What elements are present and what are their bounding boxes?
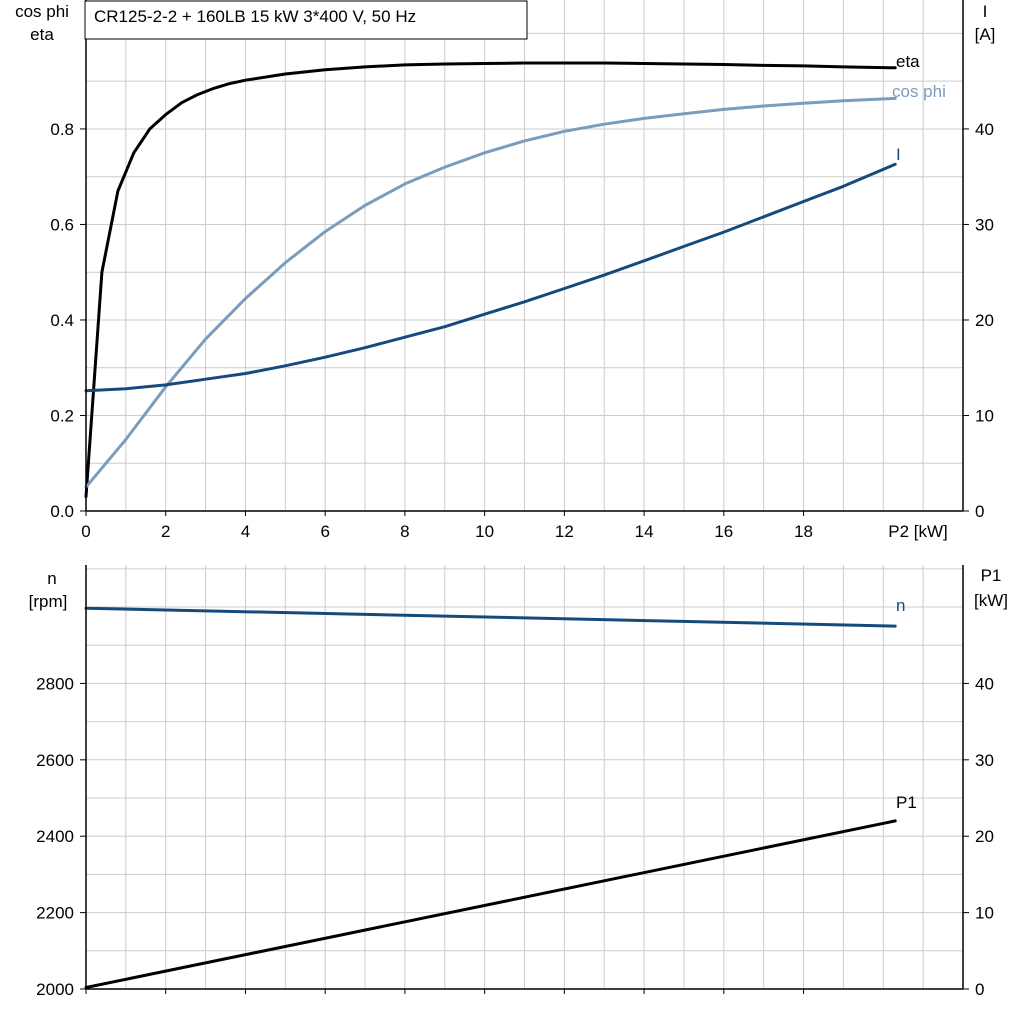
right-axis-label-line2: [A]	[975, 25, 996, 44]
right-axis-label-line2-bottom: [kW]	[974, 591, 1008, 610]
bottom-axes	[85, 565, 964, 990]
right-axis-label-line1-bottom: P1	[981, 566, 1002, 585]
right-tick-label: 0	[975, 502, 984, 521]
top-axes	[85, 0, 964, 512]
bottom-ticks: 2000 2200 2400 2600 2800 0 10 20 30 40	[36, 674, 994, 999]
x-tick-label: 6	[320, 522, 329, 541]
left-tick-label: 2200	[36, 904, 74, 923]
left-tick-label: 2800	[36, 674, 74, 693]
left-tick-label: 2000	[36, 980, 74, 999]
x-tick-label: 2	[161, 522, 170, 541]
left-tick-label: 0.4	[50, 311, 74, 330]
series-line-i	[84, 162, 897, 393]
x-axis-label: P2 [kW]	[888, 522, 948, 541]
right-axis-label-line1: I	[983, 2, 988, 21]
x-tick-label: 4	[241, 522, 250, 541]
left-axis-label-line1-bottom: n	[47, 569, 56, 588]
title-box	[84, 0, 528, 40]
left-tick-label: 0.6	[50, 215, 74, 234]
left-axis-label-line1: cos phi	[15, 2, 69, 21]
left-tick-label: 0.2	[50, 406, 74, 425]
right-tick-label: 20	[975, 311, 994, 330]
right-tick-label: 40	[975, 120, 994, 139]
right-tick-label: 40	[975, 674, 994, 693]
bottom-chart: 2000 2200 2400 2600 2800 0 10 20 30 40 n [rpm] P1…	[29, 565, 1008, 999]
left-tick-label: 0.0	[50, 502, 74, 521]
right-tick-label: 0	[975, 980, 984, 999]
right-tick-label: 10	[975, 904, 994, 923]
top-grid	[86, 0, 963, 511]
x-tick-label: 12	[555, 522, 574, 541]
right-tick-label: 20	[975, 827, 994, 846]
x-tick-label: 18	[794, 522, 813, 541]
left-tick-label: 0.8	[50, 120, 74, 139]
series-line-eta	[84, 61, 897, 499]
x-tick-label: 0	[81, 522, 90, 541]
left-tick-label: 2400	[36, 827, 74, 846]
right-tick-label: 30	[975, 751, 994, 770]
x-tick-label: 8	[400, 522, 409, 541]
right-tick-label: 10	[975, 406, 994, 425]
top-ticks: 0.0 0.2 0.4 0.6 0.8 0 10 20 30 40 0 2 4 6 8 10 12 14 16 18	[50, 120, 994, 541]
series-line-n	[84, 606, 897, 628]
series-label-current: I	[896, 145, 901, 164]
chart-title: CR125-2-2 + 160LB 15 kW 3*400 V, 50 Hz	[94, 7, 416, 26]
x-tick-label: 16	[714, 522, 733, 541]
left-tick-label: 2600	[36, 751, 74, 770]
left-axis-label-line2: eta	[30, 25, 54, 44]
series-line-p1	[84, 819, 897, 989]
series-label-speed: n	[896, 596, 905, 615]
left-axis-label-line2-bottom: [rpm]	[29, 592, 68, 611]
bottom-grid	[86, 565, 963, 989]
series-label-cos-phi: cos phi	[892, 82, 946, 101]
top-curves	[84, 61, 897, 499]
series-label-p1: P1	[896, 793, 917, 812]
right-tick-label: 30	[975, 215, 994, 234]
x-tick-label: 10	[475, 522, 494, 541]
x-tick-label: 14	[635, 522, 654, 541]
series-label-eta: eta	[896, 52, 920, 71]
series-line-cos-phi	[84, 96, 897, 489]
bottom-curves	[84, 606, 897, 989]
